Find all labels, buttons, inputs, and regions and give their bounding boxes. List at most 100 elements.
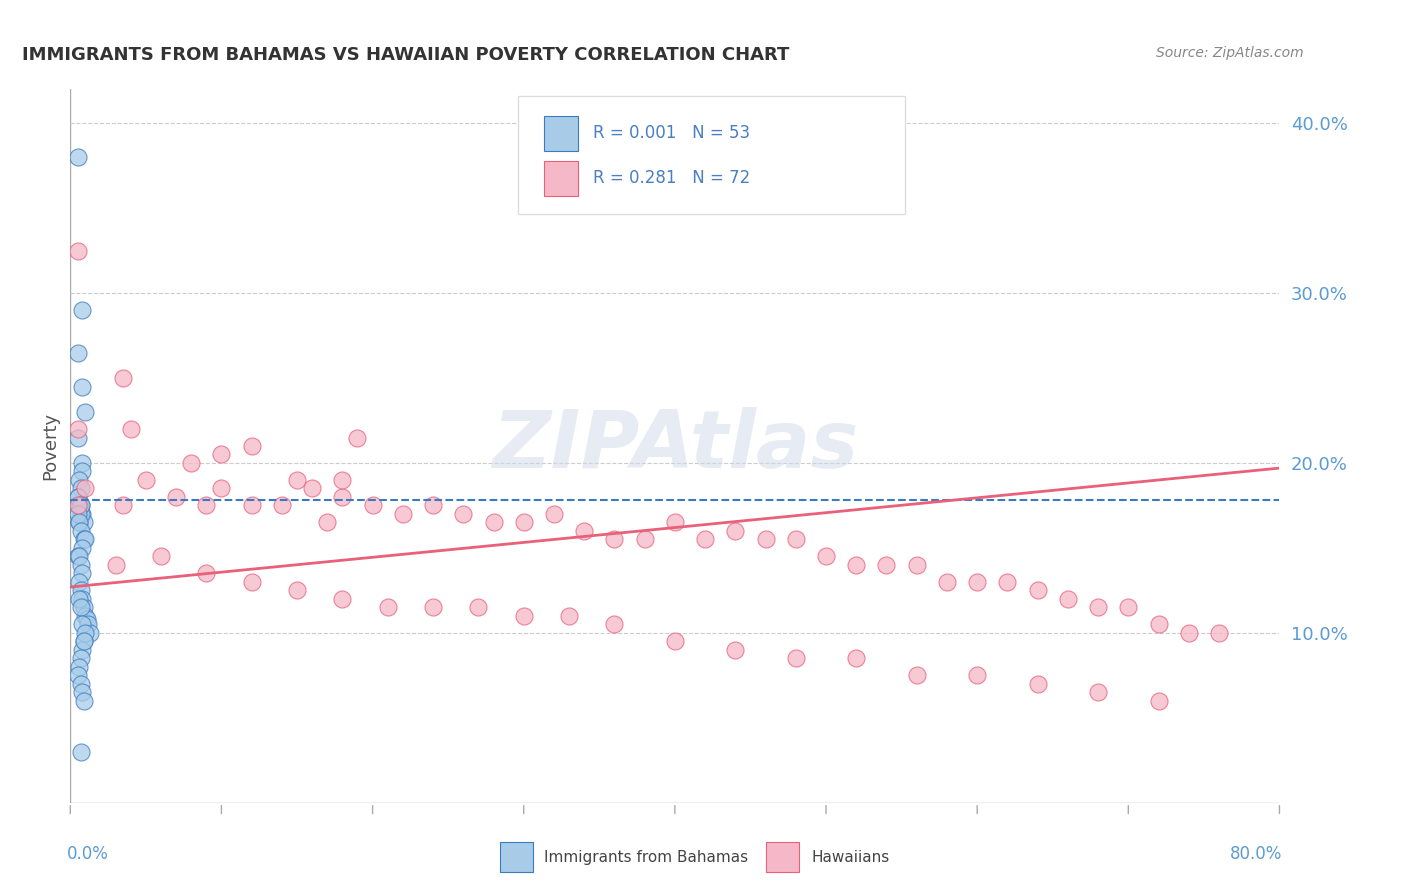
Point (301, 482, 323, 496)
Text: 0.0%: 0.0% (67, 846, 110, 863)
Point (72, 617, 94, 632)
Point (72, 541, 94, 555)
Point (905, 668, 928, 682)
Point (66, 345, 89, 359)
Point (574, 524, 596, 538)
Point (67, 660, 90, 674)
Point (1087, 600, 1109, 615)
Point (76, 612, 98, 626)
Point (72, 507, 94, 521)
Point (66, 549, 89, 564)
Text: IMMIGRANTS FROM BAHAMAS VS HAWAIIAN POVERTY CORRELATION CHART: IMMIGRANTS FROM BAHAMAS VS HAWAIIAN POVE… (22, 46, 789, 64)
Point (845, 651, 868, 665)
Point (1057, 591, 1080, 606)
Point (72, 643, 94, 657)
Point (391, 507, 415, 521)
Point (1178, 626, 1201, 640)
Point (633, 533, 655, 547)
Point (1026, 677, 1049, 691)
Point (70, 499, 93, 513)
Text: R = 0.001   N = 53: R = 0.001 N = 53 (593, 125, 749, 143)
Point (112, 499, 135, 513)
Point (211, 482, 233, 496)
Point (180, 456, 202, 470)
Point (72, 566, 94, 581)
Point (724, 643, 747, 657)
Point (270, 499, 294, 513)
Point (75, 482, 97, 496)
Point (67, 574, 90, 589)
Point (73, 516, 96, 530)
Point (66, 499, 89, 513)
Text: ZIPAtlas: ZIPAtlas (492, 407, 858, 485)
Point (377, 600, 399, 615)
Point (693, 533, 716, 547)
Text: Immigrants from Bahamas: Immigrants from Bahamas (544, 850, 748, 865)
Text: Source: ZipAtlas.com: Source: ZipAtlas.com (1156, 46, 1303, 61)
Point (785, 533, 807, 547)
Point (240, 439, 263, 453)
Point (66, 490, 89, 504)
Point (482, 516, 505, 530)
Point (66, 668, 89, 682)
Point (120, 422, 142, 436)
Point (75, 608, 97, 623)
Point (815, 549, 838, 564)
Point (77, 617, 100, 632)
Point (67, 499, 90, 513)
FancyBboxPatch shape (544, 116, 578, 151)
Point (603, 617, 626, 632)
Point (73, 600, 96, 615)
Point (66, 507, 89, 521)
Point (966, 668, 988, 682)
Point (72, 303, 94, 318)
Point (67, 549, 90, 564)
FancyBboxPatch shape (765, 842, 800, 872)
Point (845, 558, 868, 572)
Point (135, 473, 157, 487)
Point (361, 499, 384, 513)
Point (936, 574, 959, 589)
Point (467, 600, 489, 615)
Point (664, 516, 686, 530)
Point (724, 524, 747, 538)
Point (1147, 617, 1170, 632)
Point (1116, 600, 1139, 615)
Point (73, 634, 96, 648)
Point (79, 626, 101, 640)
Point (195, 499, 218, 513)
Point (995, 574, 1018, 589)
Point (513, 608, 536, 623)
Point (66, 150, 89, 164)
Point (195, 566, 218, 581)
Point (72, 591, 94, 606)
Point (70, 524, 93, 538)
Point (66, 430, 89, 444)
Point (285, 583, 308, 598)
Point (66, 422, 89, 436)
Point (66, 244, 89, 258)
Point (558, 608, 581, 623)
Point (211, 448, 233, 462)
Text: Hawaiians: Hawaiians (811, 850, 890, 865)
Point (754, 533, 776, 547)
Point (73, 694, 96, 708)
Point (67, 591, 90, 606)
Point (75, 533, 97, 547)
Point (70, 677, 93, 691)
Point (785, 651, 807, 665)
Point (966, 574, 988, 589)
Point (285, 473, 308, 487)
Text: 80.0%: 80.0% (1230, 846, 1282, 863)
Point (664, 634, 686, 648)
Point (66, 490, 89, 504)
Point (66, 499, 89, 513)
Point (513, 516, 536, 530)
Point (70, 558, 93, 572)
Point (72, 465, 94, 479)
Point (112, 371, 135, 385)
Point (67, 516, 90, 530)
Point (73, 634, 96, 648)
Point (543, 507, 565, 521)
Text: R = 0.281   N = 72: R = 0.281 N = 72 (593, 169, 749, 187)
